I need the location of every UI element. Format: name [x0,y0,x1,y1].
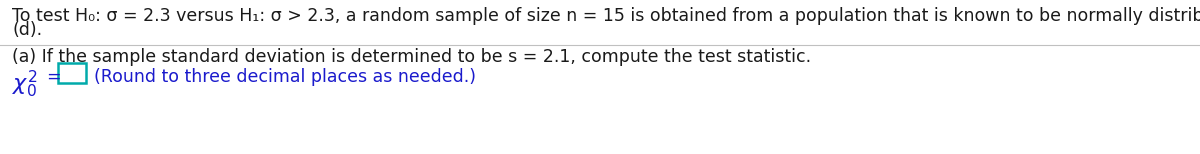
Text: =: = [46,68,61,86]
Text: (a) If the sample standard deviation is determined to be s = 2.1, compute the te: (a) If the sample standard deviation is … [12,48,811,66]
Text: $\chi^2_0$: $\chi^2_0$ [12,69,37,100]
FancyBboxPatch shape [58,63,86,83]
Text: To test H₀: σ = 2.3 versus H₁: σ > 2.3, a random sample of size n = 15 is obtain: To test H₀: σ = 2.3 versus H₁: σ > 2.3, … [12,7,1200,25]
Text: (d).: (d). [12,21,42,39]
Text: (Round to three decimal places as needed.): (Round to three decimal places as needed… [94,68,476,86]
